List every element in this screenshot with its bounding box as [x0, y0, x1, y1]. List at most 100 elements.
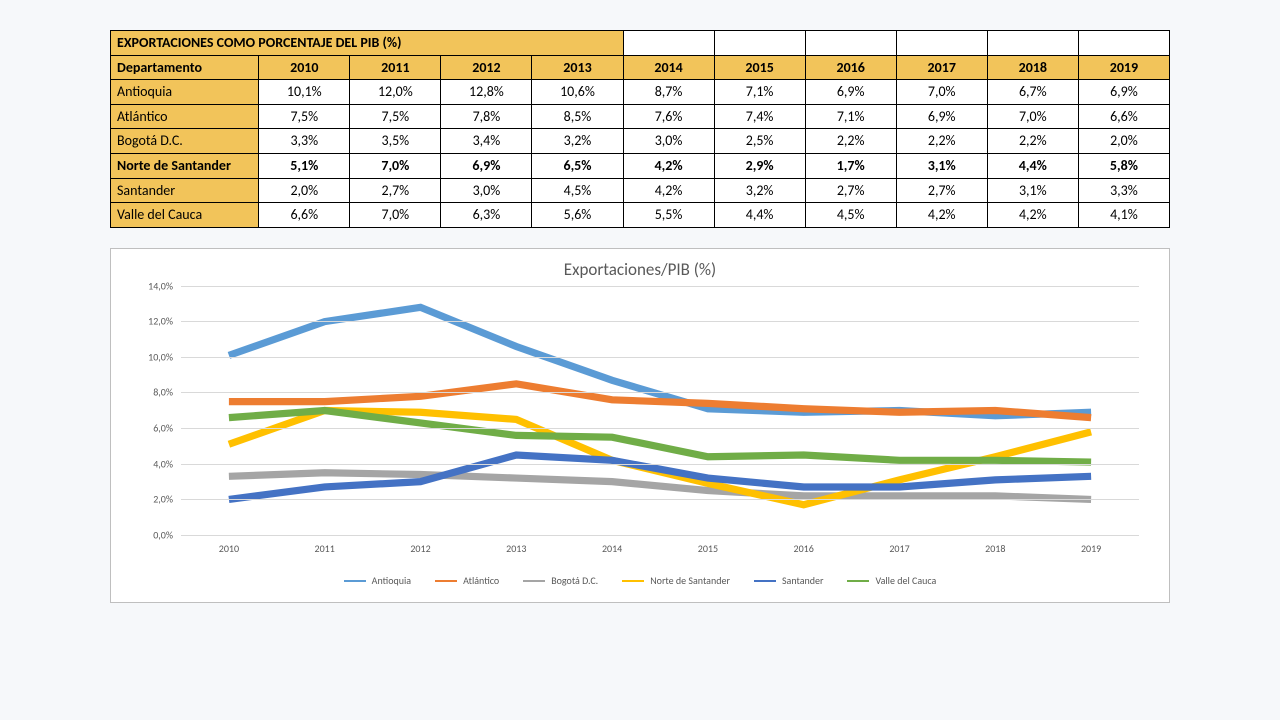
- row-label: Norte de Santander: [111, 153, 259, 178]
- table-cell: 5,1%: [259, 153, 350, 178]
- legend-label: Santander: [782, 574, 824, 587]
- col-header-year: 2013: [532, 55, 623, 80]
- table-cell: 6,9%: [1078, 80, 1169, 105]
- table-cell: 4,4%: [987, 153, 1078, 178]
- legend-label: Antioquia: [372, 574, 411, 587]
- table-cell: 6,3%: [441, 203, 532, 228]
- legend-item: Norte de Santander: [622, 574, 730, 587]
- legend-label: Norte de Santander: [650, 574, 730, 587]
- chart-card: Exportaciones/PIB (%) 0,0%2,0%4,0%6,0%8,…: [110, 248, 1170, 604]
- x-axis-labels: 2010201120122013201420152016201720182019: [181, 536, 1139, 566]
- legend-item: Valle del Cauca: [847, 574, 936, 587]
- table-cell: 2,5%: [714, 129, 805, 154]
- chart-area: 0,0%2,0%4,0%6,0%8,0%10,0%12,0%14,0% 2010…: [181, 286, 1139, 566]
- table-cell: 4,2%: [623, 178, 714, 203]
- table-cell: 5,6%: [532, 203, 623, 228]
- table-cell: 6,9%: [896, 104, 987, 129]
- table-cell: 4,1%: [1078, 203, 1169, 228]
- table-title-spacer: [623, 31, 714, 56]
- x-tick-label: 2011: [315, 542, 335, 555]
- table-title-spacer: [714, 31, 805, 56]
- legend-swatch: [435, 580, 457, 582]
- x-tick-label: 2016: [794, 542, 814, 555]
- table-cell: 6,9%: [441, 153, 532, 178]
- table-cell: 2,7%: [350, 178, 441, 203]
- table-cell: 4,5%: [532, 178, 623, 203]
- table-cell: 4,2%: [623, 153, 714, 178]
- table-cell: 8,5%: [532, 104, 623, 129]
- y-tick-label: 0,0%: [131, 528, 173, 541]
- table-cell: 2,7%: [805, 178, 896, 203]
- row-label: Santander: [111, 178, 259, 203]
- table-cell: 4,4%: [714, 203, 805, 228]
- table-cell: 6,7%: [987, 80, 1078, 105]
- table-cell: 4,5%: [805, 203, 896, 228]
- legend-item: Antioquia: [344, 574, 411, 587]
- y-tick-label: 4,0%: [131, 457, 173, 470]
- x-tick-label: 2014: [602, 542, 622, 555]
- row-label: Bogotá D.C.: [111, 129, 259, 154]
- chart-legend: Antioquia Atlántico Bogotá D.C. Norte de Sa…: [131, 572, 1149, 588]
- table-cell: 2,2%: [987, 129, 1078, 154]
- table-cell: 4,2%: [987, 203, 1078, 228]
- table-cell: 1,7%: [805, 153, 896, 178]
- chart-plot: 0,0%2,0%4,0%6,0%8,0%10,0%12,0%14,0%: [181, 286, 1139, 536]
- col-header-year: 2012: [441, 55, 532, 80]
- x-tick-label: 2017: [889, 542, 909, 555]
- table-cell: 3,5%: [350, 129, 441, 154]
- table-title-spacer: [1078, 31, 1169, 56]
- table-cell: 3,2%: [714, 178, 805, 203]
- y-tick-label: 6,0%: [131, 422, 173, 435]
- col-header-year: 2018: [987, 55, 1078, 80]
- y-tick-label: 2,0%: [131, 493, 173, 506]
- table-cell: 10,1%: [259, 80, 350, 105]
- legend-item: Santander: [754, 574, 824, 587]
- table-cell: 2,0%: [1078, 129, 1169, 154]
- legend-item: Atlántico: [435, 574, 499, 587]
- table-cell: 10,6%: [532, 80, 623, 105]
- legend-swatch: [754, 580, 776, 582]
- col-header-departamento: Departamento: [111, 55, 259, 80]
- legend-swatch: [622, 580, 644, 582]
- table-cell: 7,0%: [350, 153, 441, 178]
- y-tick-label: 10,0%: [131, 350, 173, 363]
- legend-label: Atlántico: [463, 574, 499, 587]
- col-header-year: 2010: [259, 55, 350, 80]
- legend-label: Bogotá D.C.: [551, 574, 598, 587]
- y-tick-label: 12,0%: [131, 315, 173, 328]
- row-label: Antioquia: [111, 80, 259, 105]
- table-cell: 2,0%: [259, 178, 350, 203]
- table-cell: 6,6%: [1078, 104, 1169, 129]
- legend-item: Bogotá D.C.: [523, 574, 598, 587]
- legend-swatch: [847, 580, 869, 582]
- table-cell: 7,0%: [350, 203, 441, 228]
- col-header-year: 2019: [1078, 55, 1169, 80]
- table-cell: 7,5%: [259, 104, 350, 129]
- series-line: [229, 410, 1091, 462]
- table-cell: 6,5%: [532, 153, 623, 178]
- table-cell: 7,1%: [714, 80, 805, 105]
- table-cell: 5,5%: [623, 203, 714, 228]
- legend-label: Valle del Cauca: [875, 574, 936, 587]
- col-header-year: 2017: [896, 55, 987, 80]
- x-tick-label: 2013: [506, 542, 526, 555]
- y-tick-label: 14,0%: [131, 279, 173, 292]
- table-cell: 6,6%: [259, 203, 350, 228]
- table-cell: 2,7%: [896, 178, 987, 203]
- table-cell: 2,9%: [714, 153, 805, 178]
- x-tick-label: 2010: [219, 542, 239, 555]
- row-label: Valle del Cauca: [111, 203, 259, 228]
- table-title-spacer: [896, 31, 987, 56]
- table-cell: 7,5%: [350, 104, 441, 129]
- col-header-year: 2014: [623, 55, 714, 80]
- chart-lines: [181, 286, 1139, 535]
- table-cell: 7,4%: [714, 104, 805, 129]
- col-header-year: 2015: [714, 55, 805, 80]
- table-cell: 12,0%: [350, 80, 441, 105]
- table-cell: 7,0%: [987, 104, 1078, 129]
- table-cell: 3,0%: [441, 178, 532, 203]
- legend-swatch: [523, 580, 545, 582]
- table-cell: 7,1%: [805, 104, 896, 129]
- table-cell: 12,8%: [441, 80, 532, 105]
- table-cell: 3,2%: [532, 129, 623, 154]
